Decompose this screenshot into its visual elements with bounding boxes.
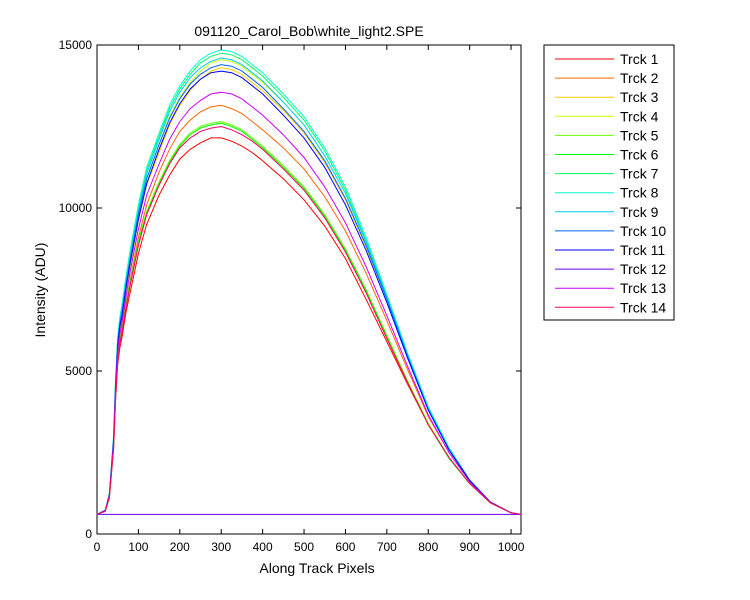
x-tick-label: 1000: [498, 540, 525, 554]
legend-label-8: Trck 8: [620, 185, 659, 201]
series-lines: [96, 49, 522, 515]
x-tick-label: 700: [377, 540, 397, 554]
legend-label-12: Trck 12: [620, 261, 666, 277]
x-tick-label: 100: [128, 540, 148, 554]
legend-label-7: Trck 7: [620, 166, 659, 182]
legend-box: [543, 44, 675, 321]
x-tick-label: 900: [460, 540, 480, 554]
y-tick-label: 0: [85, 527, 92, 541]
series-line-1: [96, 137, 522, 515]
series-line-14: [96, 125, 522, 515]
x-tick-label: 800: [418, 540, 438, 554]
x-tick-label: 400: [253, 540, 273, 554]
series-line-8: [96, 49, 522, 515]
legend-label-4: Trck 4: [620, 108, 659, 124]
legend-label-3: Trck 3: [620, 89, 659, 105]
legend-label-1: Trck 1: [620, 51, 659, 67]
legend: Trck 1 Trck 2 Trck 3 Trck 4 Trck 5 Trck 6 Trck…: [543, 44, 675, 321]
legend-label-2: Trck 2: [620, 70, 659, 86]
y-tick-label: 10000: [59, 201, 93, 215]
legend-label-9: Trck 9: [620, 204, 659, 220]
y-tick-label: 15000: [59, 38, 93, 52]
y-axis-label: Intensity (ADU): [32, 243, 48, 338]
x-tick-label: 300: [211, 540, 231, 554]
y-axis-ticks: 0 5000 10000 15000: [59, 38, 521, 541]
series-line-13: [96, 91, 522, 515]
x-axis-ticks: 0 100 200 300 400 500 600 700 800 900 1000: [94, 45, 525, 554]
series-line-11: [96, 70, 522, 515]
x-tick-label: 600: [335, 540, 355, 554]
x-tick-label: 500: [294, 540, 314, 554]
plot-area: 0 100 200 300 400 500 600 700 800 900 1000 0 5000 10…: [59, 38, 525, 554]
chart-title: 091120_Carol_Bob\white_light2.SPE: [194, 23, 423, 39]
legend-label-6: Trck 6: [620, 147, 659, 163]
legend-label-10: Trck 10: [620, 223, 666, 239]
legend-label-11: Trck 11: [620, 242, 665, 258]
x-tick-label: 0: [94, 540, 101, 554]
legend-label-5: Trck 5: [620, 127, 659, 143]
legend-label-14: Trck 14: [620, 299, 666, 315]
x-axis-label: Along Track Pixels: [259, 560, 374, 576]
x-tick-label: 200: [170, 540, 190, 554]
legend-label-13: Trck 13: [620, 280, 666, 296]
y-tick-label: 5000: [65, 364, 92, 378]
